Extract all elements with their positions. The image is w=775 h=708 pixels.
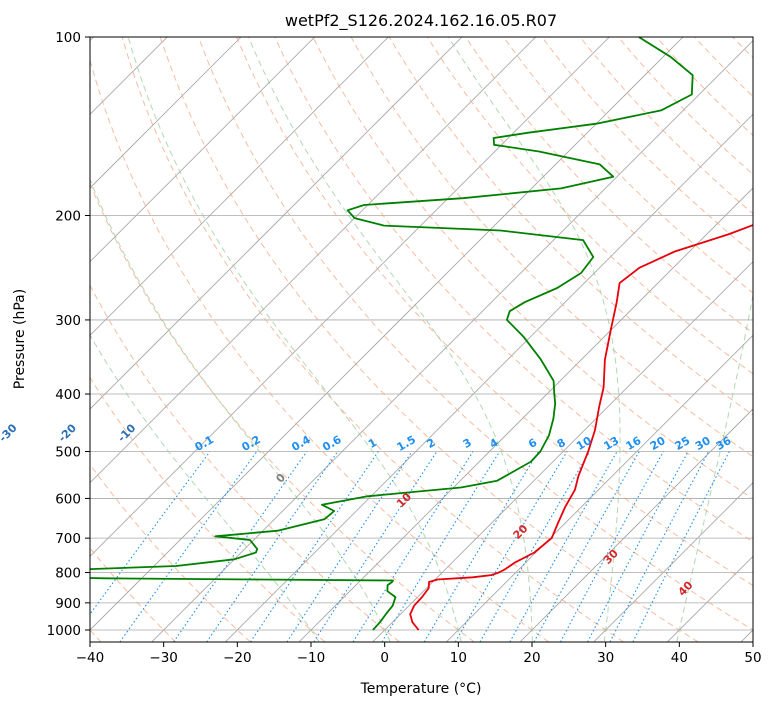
mixing-ratio-line	[286, 451, 413, 642]
isotherm	[225, 113, 753, 642]
dry-adiabat	[465, 37, 753, 334]
dry-adiabat	[503, 37, 753, 294]
isotherm	[90, 37, 610, 557]
moist-adiabat	[447, 37, 621, 642]
isotherm	[90, 37, 242, 189]
dry-adiabat	[159, 37, 699, 642]
dry-adiabat	[90, 463, 251, 642]
isotherm	[90, 37, 463, 410]
x-tick-label: −30	[149, 650, 178, 666]
dry-adiabat-label: -20	[56, 421, 79, 444]
mixing-ratio-line	[119, 451, 258, 642]
moist-adiabat	[676, 291, 753, 642]
profile-lines	[90, 37, 753, 631]
x-tick-label: −20	[223, 650, 252, 666]
mixing-ratio-line	[560, 451, 664, 642]
y-tick-label: 100	[55, 30, 81, 46]
dry-adiabat	[236, 37, 753, 587]
mixing-ratio-line	[250, 451, 379, 642]
isotherm	[151, 40, 753, 642]
y-tick-label: 700	[55, 531, 81, 547]
y-tick-label: 800	[55, 566, 81, 582]
mixing-ratio-line	[533, 451, 640, 642]
dry-adiabat	[274, 37, 753, 543]
isotherm	[372, 261, 753, 642]
mixing-ratio-line	[423, 451, 539, 642]
moist-adiabat	[90, 178, 391, 642]
y-tick-label: 400	[55, 387, 81, 403]
mixing-ratio-line	[173, 451, 308, 642]
axes: −40 −30 −20 −10 0 10 20 30 40 50 100 200 300 400 500 60…	[47, 30, 762, 666]
chart-title: wetPf2_S126.2024.162.16.05.R07	[285, 11, 557, 31]
y-tick-label: 500	[55, 444, 81, 460]
dry-adiabat	[771, 37, 775, 642]
isotherm	[90, 37, 315, 263]
dry-adiabat	[90, 58, 550, 642]
mixing-ratio-line	[352, 451, 474, 642]
dry-adiabat	[90, 376, 326, 642]
isotherm	[90, 37, 536, 484]
x-tick-label: 10	[450, 650, 467, 666]
x-tick-label: 50	[744, 650, 761, 666]
plot-background	[90, 37, 753, 642]
x-tick-label: 30	[597, 650, 614, 666]
dry-adiabat	[426, 37, 753, 375]
dewpoint-line	[90, 37, 694, 631]
dry-adiabat	[121, 37, 624, 642]
isotherm	[90, 37, 684, 631]
x-tick-label: −10	[297, 650, 326, 666]
plot-frame	[89, 36, 754, 643]
y-tick-label: 300	[55, 313, 81, 329]
y-tick-label: 200	[55, 209, 81, 225]
temperature-line	[409, 224, 753, 631]
isotherm	[90, 37, 389, 336]
dry-adiabat-label: -30	[0, 421, 20, 444]
isotherm	[593, 482, 753, 642]
mixing-ratio-line	[313, 451, 438, 642]
x-tick-label: −40	[76, 650, 105, 666]
isotherm	[519, 408, 753, 642]
mixing-ratio-line	[90, 451, 211, 616]
mixing-ratio-line	[206, 451, 339, 642]
x-tick-label: 40	[671, 650, 688, 666]
y-tick-label: 900	[55, 596, 81, 612]
x-tick-label: 20	[523, 650, 540, 666]
moist-adiabat	[248, 37, 533, 642]
x-axis-label: Temperature (°C)	[360, 681, 482, 697]
background-lines	[90, 37, 775, 642]
x-tick-label: 0	[380, 650, 389, 666]
y-tick-label: 600	[55, 491, 81, 507]
y-tick-label: 1000	[47, 623, 81, 639]
dry-adiabat	[312, 37, 753, 500]
y-axis-label: Pressure (hPa)	[12, 289, 28, 389]
dry-adiabat	[388, 37, 753, 416]
mixing-ratio-line	[587, 451, 689, 642]
moist-adiabat	[90, 334, 320, 642]
moist-adiabat	[127, 37, 462, 642]
